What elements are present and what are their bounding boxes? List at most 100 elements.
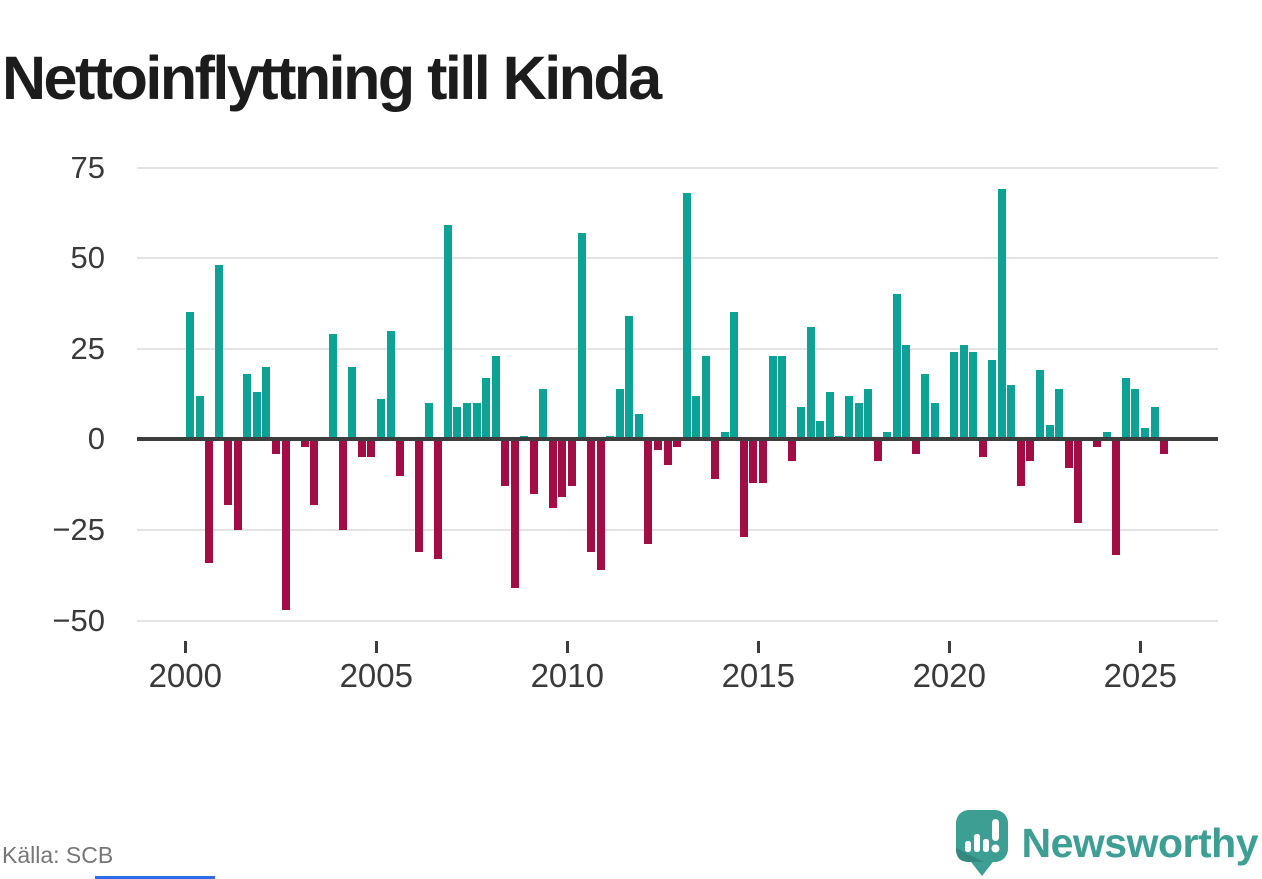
bar <box>549 439 557 509</box>
bar <box>1131 388 1139 440</box>
bar <box>797 406 805 440</box>
bar <box>377 399 385 440</box>
bar <box>501 439 509 487</box>
bar <box>912 439 920 454</box>
bar <box>1103 432 1111 440</box>
bar <box>348 366 356 440</box>
bar <box>664 439 672 465</box>
y-axis-tick-label: 50 <box>70 240 105 276</box>
newsworthy-bubble-icon <box>954 808 1010 878</box>
page-title: Nettoinflyttning till Kinda <box>2 43 662 112</box>
grid-line <box>137 528 1218 531</box>
bar <box>1017 439 1025 487</box>
bar <box>339 439 347 530</box>
bar <box>224 439 232 505</box>
bar <box>883 432 891 440</box>
newsworthy-wordmark: Newsworthy <box>1021 819 1259 866</box>
bar <box>1093 439 1101 447</box>
bar <box>1007 384 1015 440</box>
y-axis-tick-label: 0 <box>87 421 105 457</box>
bar <box>749 439 757 483</box>
bar <box>492 355 500 440</box>
bar <box>196 395 204 440</box>
x-axis-tick <box>947 641 951 653</box>
y-axis-tick-label: −25 <box>52 511 105 547</box>
x-axis-tick <box>756 641 760 653</box>
x-axis-tick <box>374 641 378 653</box>
bar <box>1046 424 1054 440</box>
bar <box>253 392 261 440</box>
bar <box>864 388 872 440</box>
bar <box>243 374 251 440</box>
bar <box>988 359 996 440</box>
bottom-edge-blue-line <box>95 876 215 879</box>
bar <box>969 352 977 440</box>
bar <box>1141 428 1149 440</box>
bar <box>778 355 786 440</box>
bar <box>1065 439 1073 469</box>
bar <box>1122 377 1130 440</box>
bar <box>215 265 223 440</box>
bar <box>654 439 662 451</box>
bar <box>711 439 719 480</box>
bar <box>587 439 595 552</box>
x-axis-tick-label: 2010 <box>530 657 604 694</box>
bar <box>511 439 519 588</box>
bar <box>759 439 767 483</box>
bar <box>683 192 691 440</box>
bar <box>387 330 395 440</box>
bar <box>597 439 605 570</box>
bar <box>816 421 824 440</box>
bar <box>931 403 939 440</box>
y-axis-tick-label: 25 <box>70 330 105 366</box>
bar <box>1151 406 1159 440</box>
bar <box>1112 439 1120 556</box>
x-axis-tick <box>565 641 569 653</box>
bar <box>998 189 1006 440</box>
bar <box>673 439 681 447</box>
bar <box>367 439 375 458</box>
bar <box>874 439 882 462</box>
bar <box>635 413 643 440</box>
bar <box>644 439 652 545</box>
bar <box>568 439 576 487</box>
bar <box>902 345 910 440</box>
bar <box>960 345 968 440</box>
bar <box>434 439 442 559</box>
bar <box>530 439 538 494</box>
bar <box>625 316 633 440</box>
bar <box>950 352 958 440</box>
grid-line <box>137 347 1218 350</box>
y-axis-tick-label: 75 <box>70 149 105 185</box>
bar <box>463 403 471 440</box>
bar <box>893 294 901 440</box>
bar <box>558 439 566 498</box>
newsworthy-logo: Newsworthy <box>954 808 1259 878</box>
bar <box>186 312 194 440</box>
bar <box>979 439 987 458</box>
bar <box>301 439 309 447</box>
bar <box>282 439 290 610</box>
bar <box>272 439 280 454</box>
bar <box>1055 388 1063 440</box>
x-axis-tick-label: 2020 <box>912 657 986 694</box>
y-axis-tick-label: −50 <box>52 602 105 638</box>
bar <box>262 366 270 440</box>
bar <box>1036 370 1044 440</box>
x-axis-tick <box>1138 641 1142 653</box>
bar <box>310 439 318 505</box>
bar <box>692 395 700 440</box>
bar <box>444 225 452 440</box>
grid-line <box>137 166 1218 169</box>
x-axis-tick-label: 2000 <box>148 657 222 694</box>
bar <box>1026 439 1034 462</box>
bar <box>205 439 213 563</box>
bar <box>578 232 586 440</box>
bar <box>616 388 624 440</box>
x-axis-tick <box>183 641 187 653</box>
bar <box>425 403 433 440</box>
bar <box>721 432 729 440</box>
bar <box>740 439 748 538</box>
